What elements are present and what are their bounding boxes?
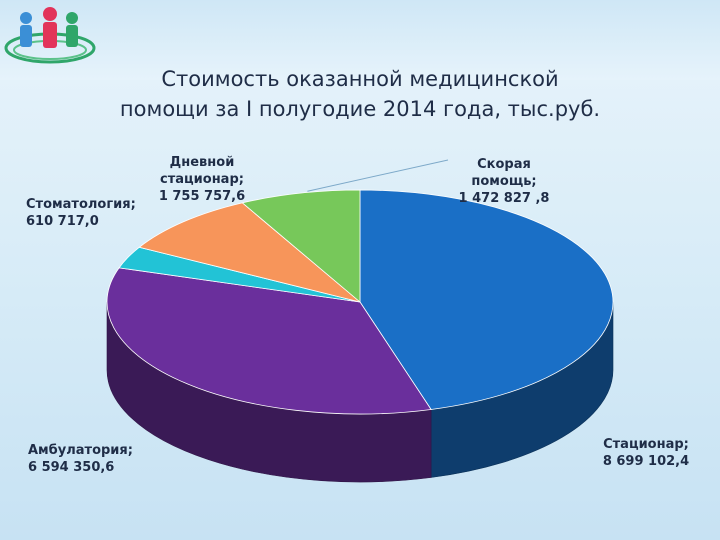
data-label-line: Стационар; <box>603 437 689 452</box>
title-line: Стоимость оказанной медицинской <box>161 67 559 91</box>
data-label-line: Стоматология; <box>26 197 136 212</box>
data-label-line: 8 699 102,4 <box>603 454 689 469</box>
data-label-line: Амбулатория; <box>28 443 133 458</box>
data-label-line: помощь; <box>471 174 536 189</box>
data-label-4: Скорая помощь; 1 472 827 ,8 <box>459 157 550 206</box>
leader-line <box>307 159 449 192</box>
data-label-1: Амбулатория; 6 594 350,6 <box>28 443 133 475</box>
data-label-line: 610 717,0 <box>26 214 99 229</box>
page-title: Стоимость оказанной медицинской помощи з… <box>0 64 720 124</box>
data-label-0: Стационар; 8 699 102,4 <box>603 437 689 469</box>
data-label-line: 6 594 350,6 <box>28 460 114 475</box>
pie-slice-стационар <box>359 189 614 410</box>
logo-icon <box>4 7 96 64</box>
data-label-line: Скорая <box>477 157 531 172</box>
pie-slice-амбулатория <box>106 267 432 415</box>
title-line: помощи за I полугодие 2014 года, тыс.руб… <box>119 97 601 121</box>
data-label-line: стационар; <box>160 172 244 187</box>
data-label-line: 1 472 827 ,8 <box>459 191 550 206</box>
data-label-line: 1 755 757,6 <box>159 189 245 204</box>
data-label-3: Дневной стационар; 1 755 757,6 <box>159 155 245 204</box>
data-label-2: Стоматология; 610 717,0 <box>26 197 136 229</box>
header-band <box>0 0 720 80</box>
pie-slice-дневной-стационар <box>138 202 361 303</box>
data-label-line: Дневной <box>170 155 235 170</box>
pie-slice-скорая-помощь <box>241 189 361 303</box>
